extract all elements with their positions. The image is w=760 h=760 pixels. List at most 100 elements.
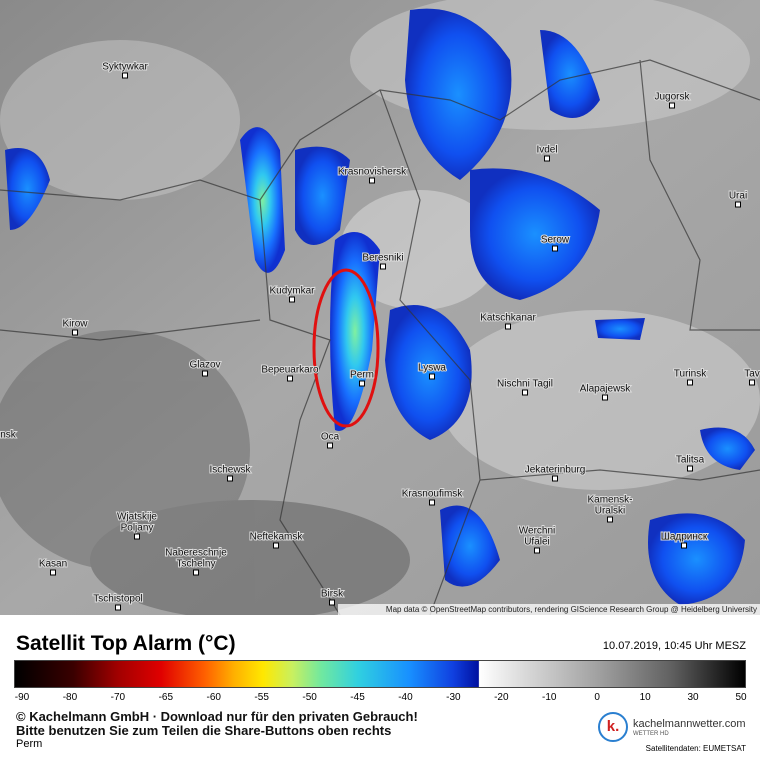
city-marker — [287, 375, 293, 382]
legend-title: Satellit Top Alarm (°C) — [16, 632, 236, 655]
copyright: © Kachelmann GmbH · Download nur für den… — [16, 709, 418, 724]
city-label: Tschelny — [177, 559, 216, 570]
city-marker — [115, 604, 121, 611]
legend-tick-label: 30 — [687, 692, 699, 703]
city-marker — [429, 373, 435, 380]
city-label: Uralski — [595, 506, 626, 517]
city-marker — [329, 599, 335, 606]
logo-icon: k. — [598, 712, 628, 742]
city-label: Birsk — [321, 589, 344, 600]
city-marker — [687, 465, 693, 472]
legend-tick-label: -20 — [494, 692, 509, 703]
city-marker — [687, 379, 693, 386]
city-label: Jekaterinburg — [525, 465, 586, 476]
city-label: nsk — [0, 430, 17, 441]
legend-tick-label: -30 — [446, 692, 461, 703]
city-label: Шадринск — [661, 532, 708, 543]
city-label: Glazov — [189, 360, 220, 371]
city-label: Tschistopol — [93, 594, 142, 605]
city-label: Kamensk- — [587, 495, 632, 506]
city-marker — [669, 102, 675, 109]
city-marker — [50, 569, 56, 576]
city-label: Kirow — [62, 319, 88, 330]
legend-tick-label: -70 — [110, 692, 126, 703]
city-label: Turinsk — [674, 369, 707, 380]
city-marker — [552, 245, 558, 252]
map: Map data © OpenStreetMap contributors, r… — [0, 0, 760, 615]
city-marker — [552, 475, 558, 482]
city-marker — [227, 475, 233, 482]
city-marker — [122, 72, 128, 79]
city-marker — [202, 370, 208, 377]
source: Satellitendaten: EUMETSAT — [645, 744, 746, 753]
location: Perm — [16, 738, 43, 750]
borders — [0, 59, 760, 615]
legend-tick-label: -80 — [62, 692, 78, 703]
legend-tick-label: -45 — [350, 692, 365, 703]
city-marker — [193, 569, 199, 576]
city-label: Kasan — [39, 559, 67, 570]
share-note: Bitte benutzen Sie zum Teilen die Share-… — [16, 723, 392, 738]
city-label: Krasnoufimsk — [402, 489, 464, 500]
city-marker — [681, 542, 687, 549]
city-marker — [429, 499, 435, 506]
legend-tick-label: 0 — [594, 692, 600, 703]
legend-tick-label: -90 — [14, 692, 30, 703]
colorbar — [14, 660, 746, 688]
city-marker — [749, 379, 755, 386]
city-label: Bepeuarkaro — [261, 365, 319, 376]
city-marker — [72, 329, 78, 336]
city-label: Perm — [350, 370, 374, 381]
city-label: Alapajewsk — [580, 384, 632, 395]
city-marker — [534, 547, 540, 554]
city-label: Werchni — [519, 526, 556, 537]
city-marker — [327, 442, 333, 449]
city-marker — [505, 323, 511, 330]
city-label: Ischewsk — [209, 465, 251, 476]
legend-tick-label: 50 — [735, 692, 747, 703]
city-label: Nischni Tagil — [497, 379, 553, 390]
logo-site: kachelmannwetter.com — [633, 718, 746, 730]
legend-tick-label: -65 — [158, 692, 174, 703]
city-label: Katschkanar — [480, 313, 536, 324]
city-marker — [607, 516, 613, 523]
city-label: Wjatskije — [117, 512, 157, 523]
city-marker — [273, 542, 279, 549]
city-marker — [369, 177, 375, 184]
city-marker — [522, 389, 528, 396]
city-marker — [134, 533, 140, 540]
city-label: Ivdel — [536, 145, 557, 156]
clouds — [5, 8, 755, 605]
city-marker — [544, 155, 550, 162]
city-marker — [380, 263, 386, 270]
city-label: Tav — [744, 369, 760, 380]
legend-tick-label: -55 — [254, 692, 269, 703]
city-label: Poljany — [121, 523, 154, 534]
timestamp: 10.07.2019, 10:45 Uhr MESZ — [602, 640, 746, 652]
city-label: Lyswa — [418, 363, 446, 374]
city-label: Kudymkar — [269, 286, 315, 297]
city-label: Oca — [321, 432, 340, 443]
legend-tick-label: 10 — [639, 692, 651, 703]
city-label: Talitsa — [676, 455, 705, 466]
city-label: Ufalei — [524, 537, 550, 548]
legend-tick-label: -60 — [206, 692, 221, 703]
attribution-bg — [338, 604, 760, 615]
city-marker — [359, 380, 365, 387]
legend-tick-label: -40 — [398, 692, 413, 703]
legend-tick-label: -10 — [542, 692, 557, 703]
city-label: Jugorsk — [654, 92, 690, 103]
city-marker — [602, 394, 608, 401]
city-label: Urai — [729, 191, 747, 202]
city-marker — [289, 296, 295, 303]
highlight-ellipse — [312, 268, 380, 428]
attribution: Map data © OpenStreetMap contributors, r… — [386, 605, 757, 614]
city-label: Syktywkar — [102, 62, 148, 73]
city-label: Serow — [541, 235, 570, 246]
city-label: Beresniki — [362, 253, 403, 264]
city-marker — [735, 201, 741, 208]
logo-sub: WETTER HD — [633, 731, 669, 737]
legend-tick-label: -50 — [302, 692, 317, 703]
city-label: Neftekamsk — [250, 532, 304, 543]
